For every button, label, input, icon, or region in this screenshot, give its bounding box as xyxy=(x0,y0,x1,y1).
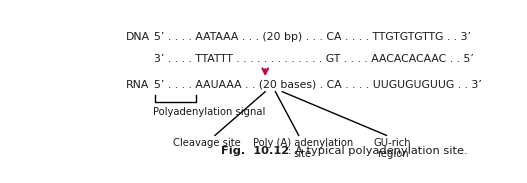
Text: 3’ . . . . TTATTT . . . . . . . . . . . . . GT . . . . AACACACAAC . . 5’: 3’ . . . . TTATTT . . . . . . . . . . . … xyxy=(154,54,474,64)
Text: 5’ . . . . AATAAA . . . (20 bp) . . . CA . . . . TTGTGTGTTG . . 3’: 5’ . . . . AATAAA . . . (20 bp) . . . CA… xyxy=(154,32,471,42)
Text: DNA: DNA xyxy=(126,32,150,42)
Text: 5’ . . . . AAUAAA . . (20 bases) . CA . . . . UUGUGUGUUG . . 3’: 5’ . . . . AAUAAA . . (20 bases) . CA . … xyxy=(154,80,482,90)
Text: Poly (A) adenylation
site: Poly (A) adenylation site xyxy=(252,137,353,159)
Text: : A typical polyadenylation site.: : A typical polyadenylation site. xyxy=(285,146,468,156)
Text: Cleavage site: Cleavage site xyxy=(173,137,241,147)
Text: GU-rich
region: GU-rich region xyxy=(374,137,412,159)
Text: RNA: RNA xyxy=(126,80,150,90)
Text: Fig.  10.12: Fig. 10.12 xyxy=(221,146,289,156)
Text: Polyadenylation signal: Polyadenylation signal xyxy=(153,107,265,117)
